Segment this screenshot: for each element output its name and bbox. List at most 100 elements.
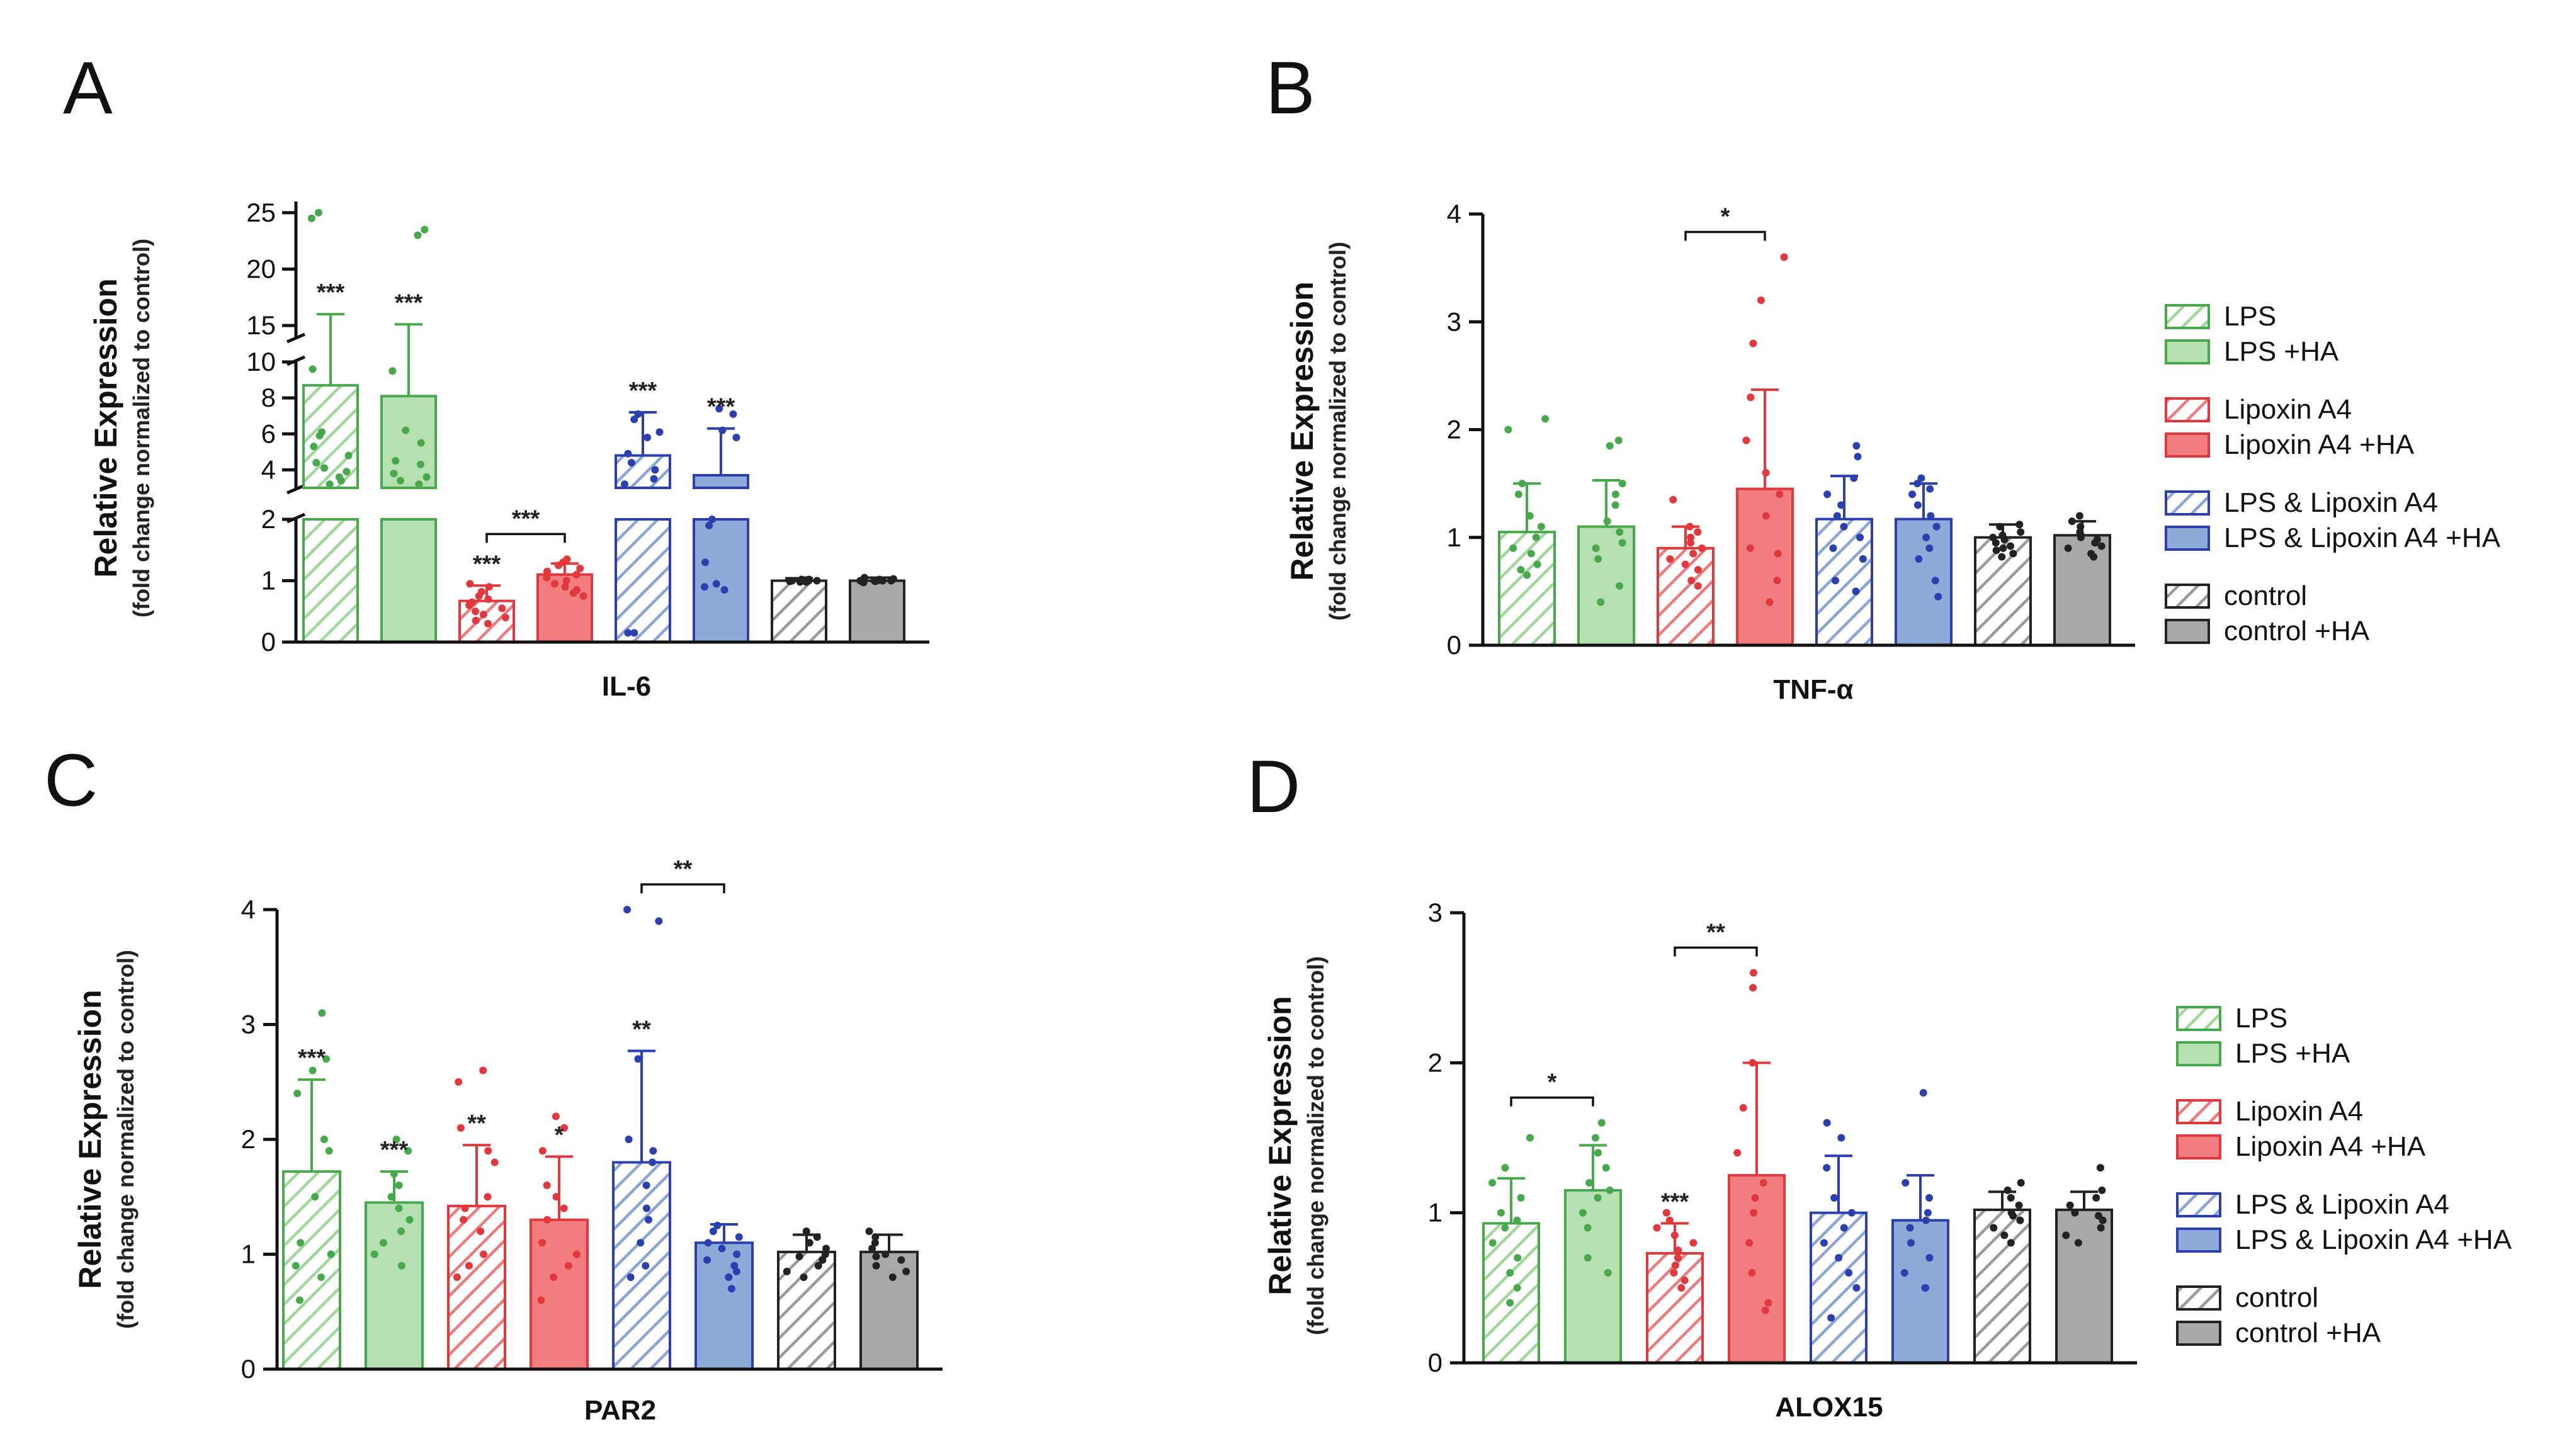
panel-C-point xyxy=(395,1204,403,1212)
panel-C-point xyxy=(455,1078,463,1086)
panel-A-point xyxy=(634,410,642,418)
panel-B-point xyxy=(1854,453,1862,461)
panel-D-point xyxy=(1902,1179,1910,1187)
panel-C-significance-2: *** xyxy=(380,1137,409,1163)
panel-C-point xyxy=(572,1250,581,1258)
panel-C-point xyxy=(395,1182,403,1189)
panel-A-ylabel: Relative Expression xyxy=(88,278,123,577)
legend-B-label-7: control xyxy=(2224,580,2307,611)
panel-D-point xyxy=(2017,1179,2025,1187)
panel-A-point xyxy=(485,583,493,591)
legend-D-swatch-1 xyxy=(2176,1006,2221,1031)
panel-A-point xyxy=(320,464,329,472)
panel-C-point xyxy=(888,1273,897,1281)
panel-D-point xyxy=(2097,1224,2105,1232)
panel-D-significance-3: *** xyxy=(1661,1188,1689,1215)
panel-A-point xyxy=(813,577,821,585)
panel-B-point xyxy=(1992,539,2000,547)
panel-B-point xyxy=(1532,533,1540,541)
panel-B-point xyxy=(1773,577,1781,585)
panel-B-point xyxy=(1927,512,1935,520)
panel-C-point xyxy=(822,1244,830,1253)
panel-C-point xyxy=(543,1216,552,1224)
panel-letter-C: C xyxy=(44,739,98,822)
panel-D-point xyxy=(1823,1164,1831,1172)
panel-B-point xyxy=(1917,474,1925,482)
panel-C-point xyxy=(479,1066,487,1075)
panel-C-point xyxy=(479,1250,487,1258)
panel-B-point xyxy=(1913,480,1922,488)
panel-D-point xyxy=(1670,1269,1678,1277)
panel-A-ytick-label: 2 xyxy=(261,504,276,534)
panel-D-point xyxy=(2074,1239,2082,1247)
panel-A-point xyxy=(796,578,804,586)
panel-B-point xyxy=(2007,542,2015,550)
panel-C-point xyxy=(655,917,663,925)
panel-D-point xyxy=(1584,1254,1592,1262)
panel-C-point xyxy=(718,1244,726,1253)
panel-B-point xyxy=(1746,544,1754,552)
panel-D-point xyxy=(1670,1231,1679,1239)
panel-C-significance-3: ** xyxy=(467,1110,486,1137)
panel-B-point xyxy=(1856,533,1864,541)
panel-D-point xyxy=(1764,1299,1772,1307)
panel-A-point xyxy=(562,577,570,585)
legend-D-swatch-3 xyxy=(2176,1099,2221,1124)
panel-B-point xyxy=(1992,546,2000,555)
panel-B-point xyxy=(1514,490,1522,499)
panel-B-point xyxy=(1932,522,1941,531)
panel-A-plot: 0 1 2 4 6 8 10 15 20 25 *** *** *** *** *** *** xyxy=(246,198,929,657)
panel-C-point xyxy=(733,1250,741,1258)
panel-A-point xyxy=(344,451,353,460)
panel-D-point xyxy=(1845,1269,1853,1277)
panel-D-point xyxy=(1748,1269,1756,1277)
legend-B-label-1: LPS xyxy=(2224,301,2276,332)
panel-A-point xyxy=(878,577,887,585)
panel-C-point xyxy=(813,1233,821,1241)
panel-A-point xyxy=(309,365,317,373)
panel-B-ytick-label: 0 xyxy=(1447,630,1461,660)
panel-D-point xyxy=(1594,1149,1602,1157)
panel-C-point xyxy=(397,1227,405,1235)
legend-D-swatch-7 xyxy=(2176,1285,2221,1311)
panel-A-point xyxy=(720,586,728,594)
panel-C-point xyxy=(623,906,632,913)
panel-D-ylabel: Relative Expression xyxy=(1262,996,1298,1295)
panel-C-point xyxy=(637,1239,645,1247)
panel-B-point xyxy=(1999,544,2007,552)
panel-B-point xyxy=(1611,490,1619,499)
panel-C-ytick-label: 3 xyxy=(241,1010,256,1039)
panel-D-point xyxy=(2000,1231,2009,1239)
panel-A-point xyxy=(788,577,796,585)
panel-C-point xyxy=(552,1112,560,1120)
panel-D-point xyxy=(2096,1164,2104,1172)
panel-C-point xyxy=(805,1239,813,1247)
panel-C-point xyxy=(484,1147,492,1155)
panel-C-bar-2 xyxy=(365,1201,424,1370)
panel-C-point xyxy=(477,1227,485,1235)
panel-B-point xyxy=(1915,555,1923,563)
panel-A-point xyxy=(388,367,397,375)
panel-D-point xyxy=(1823,1119,1831,1127)
panel-D-point xyxy=(2066,1201,2074,1209)
panel-A-point xyxy=(630,415,638,424)
panel-C-point xyxy=(322,1055,331,1063)
panel-D-point xyxy=(1906,1224,1914,1232)
panel-D-point xyxy=(1922,1284,1930,1292)
legend-D-label-2: LPS +HA xyxy=(2235,1038,2350,1069)
panel-C-point xyxy=(783,1267,791,1275)
panel-B-point xyxy=(1774,550,1782,558)
panel-A-point xyxy=(715,405,723,413)
panel-D-point xyxy=(1759,1179,1767,1187)
panel-C-point xyxy=(868,1244,876,1253)
panel-C-point xyxy=(293,1090,302,1097)
panel-B-point xyxy=(1926,485,1934,493)
panel-B-point xyxy=(1925,544,1934,552)
panel-B-point xyxy=(1749,339,1757,347)
panel-B-point xyxy=(2064,544,2072,552)
panel-B-point xyxy=(1614,436,1623,444)
panel-C-point xyxy=(560,1204,568,1212)
panel-letter-B: B xyxy=(1266,47,1315,130)
panel-C-point xyxy=(309,1066,317,1075)
